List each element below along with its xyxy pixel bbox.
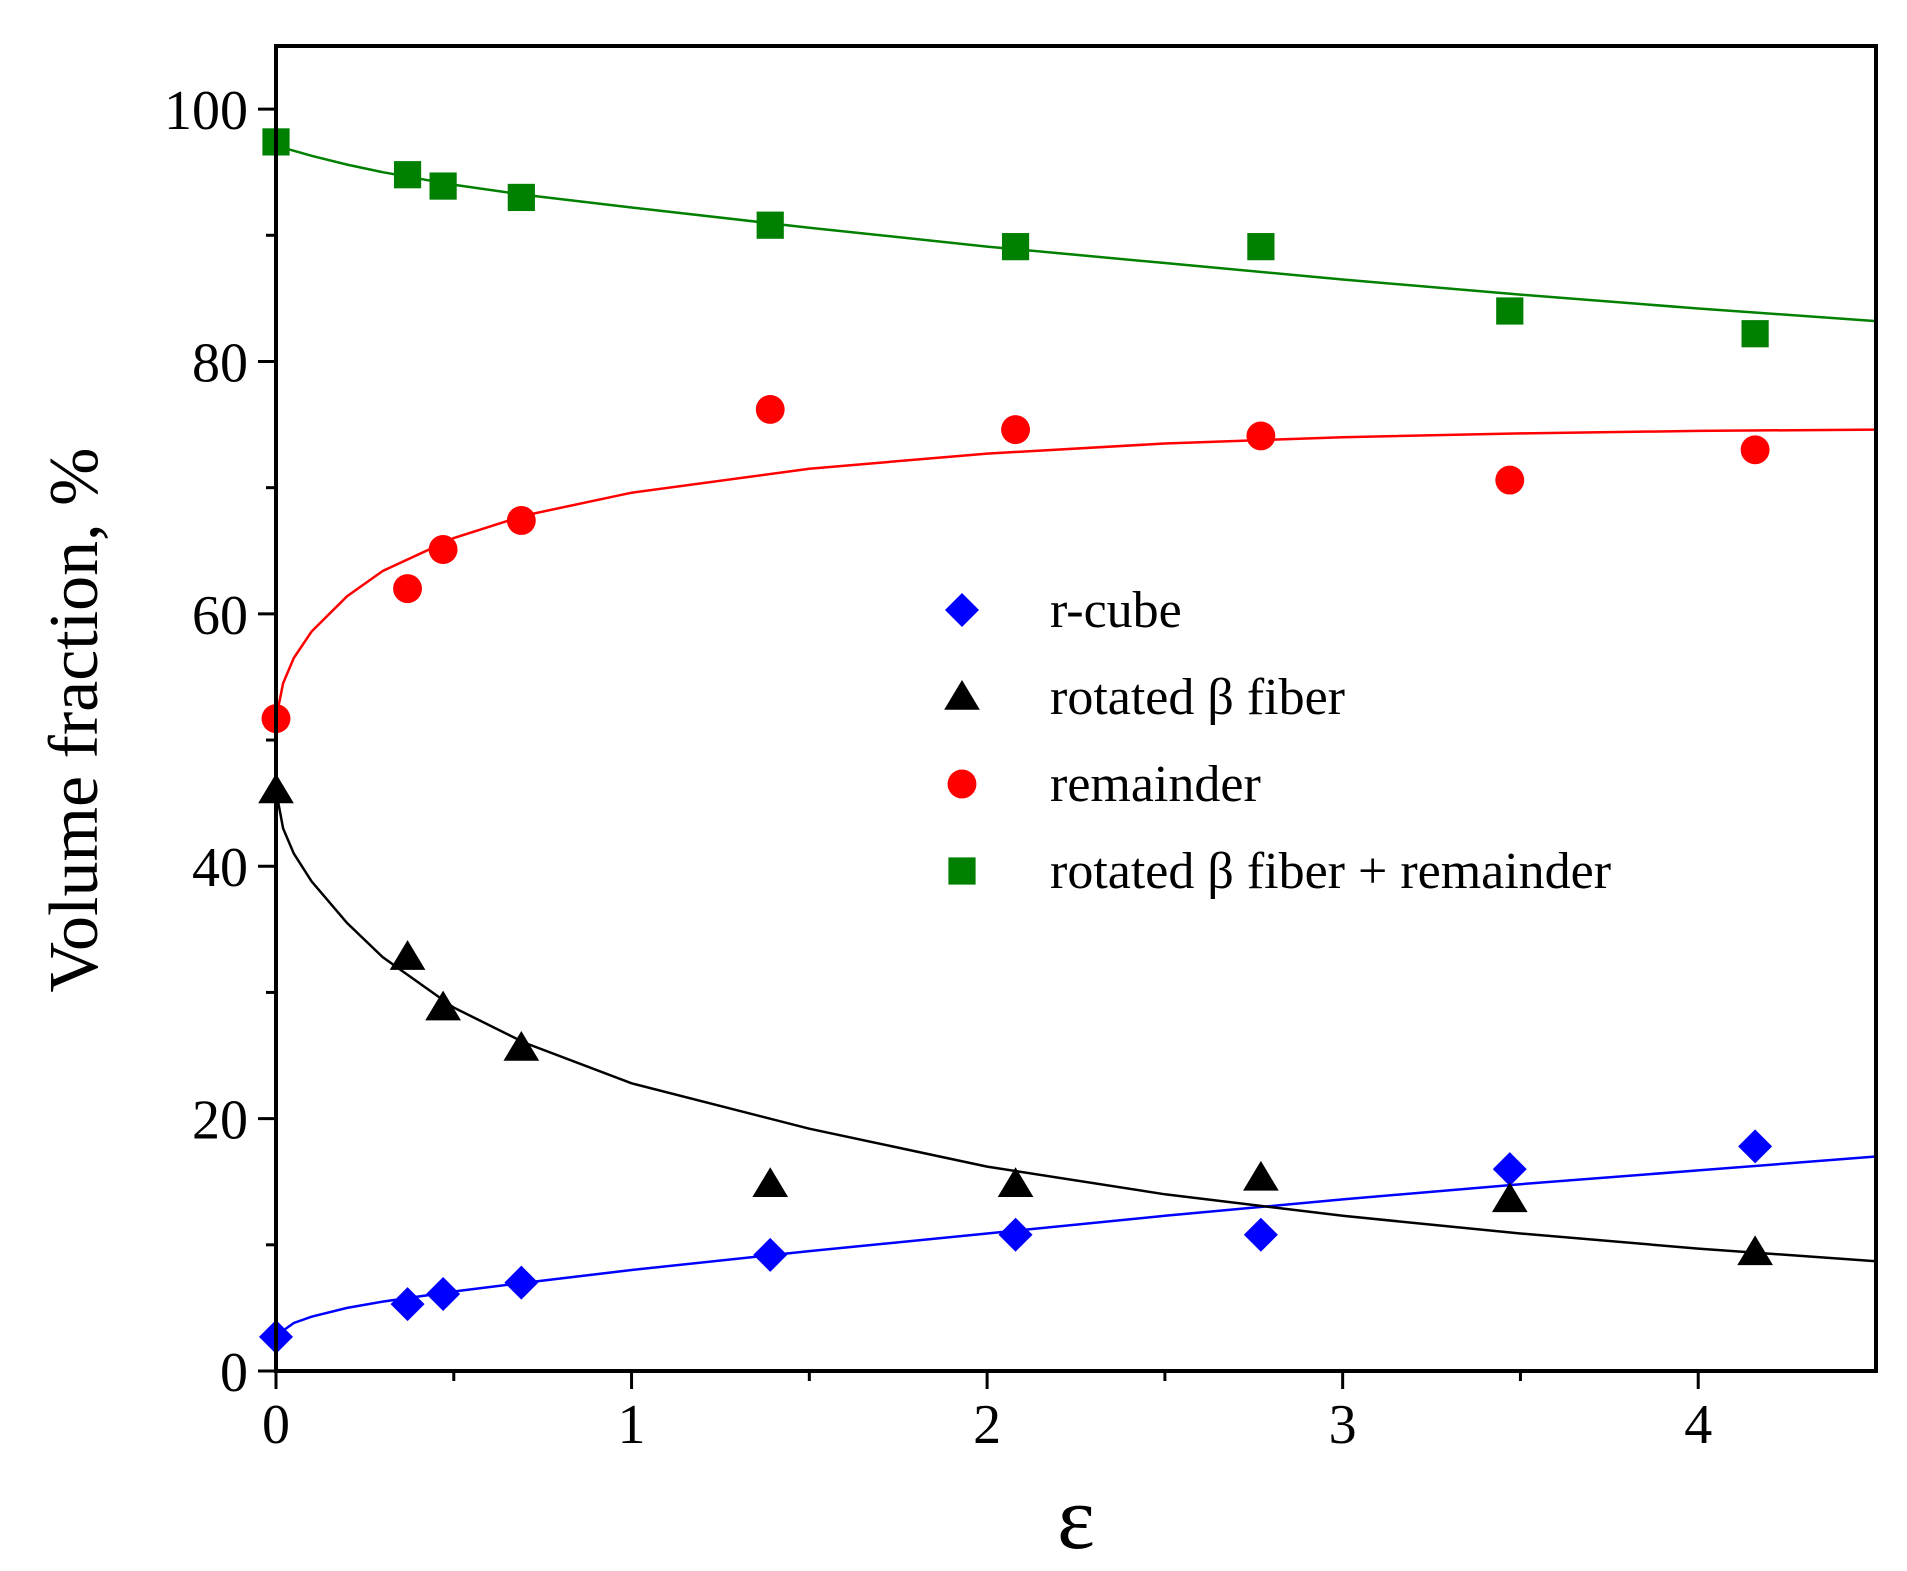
remainder-point [506, 506, 536, 535]
x-tick-label: 1 [618, 1394, 646, 1456]
y-tick-label: 0 [220, 1342, 248, 1404]
r-cube-point [753, 1237, 788, 1272]
rotated-beta-fiber-point [503, 1030, 540, 1061]
rotated-beta-fiber-point [752, 1167, 789, 1197]
rotated-beta-fiber-point [1491, 1182, 1528, 1213]
legend: r-cube rotated β fiber remainder rotated β … [944, 582, 1611, 900]
rotated-beta-fiber-plus-remainder-point [1247, 233, 1275, 261]
plot-frame [274, 44, 1878, 1373]
rotated-beta-fiber-legend-marker [944, 680, 980, 710]
remainder-fit-line [274, 428, 1877, 719]
rotated-beta-fiber-plus-remainder-point [1741, 320, 1769, 348]
axis-ticks [258, 107, 1700, 1389]
r-cube-point [1492, 1152, 1527, 1187]
rotated-beta-fiber-legend-label: rotated β fiber [1050, 669, 1345, 726]
remainder-point [755, 394, 785, 424]
x-axis-title: ε [1057, 1469, 1095, 1568]
r-cube-point [504, 1265, 539, 1300]
data-points [258, 128, 1773, 1354]
y-tick-label: 20 [192, 1090, 248, 1152]
remainder-point [393, 574, 423, 604]
r-cube-point [1738, 1129, 1773, 1164]
fit-lines [274, 144, 1877, 1337]
r-cube-point [390, 1287, 425, 1322]
rotated-beta-fiber-plus-remainder-point [507, 183, 535, 212]
remainder-point [1001, 415, 1031, 445]
rotated-beta-fiber-point [1737, 1235, 1773, 1266]
r-cube-point [998, 1217, 1033, 1252]
y-axis-title: Volume fraction, % [36, 448, 113, 993]
remainder-point [1740, 435, 1770, 465]
rotated-beta-fiber-point [997, 1167, 1034, 1197]
remainder-point [1246, 421, 1276, 451]
rotated-beta-fiber-point [389, 940, 426, 970]
rotated-beta-fiber-plus-remainder-point [756, 211, 784, 239]
rotated-beta-fiber-plus-remainder-legend-label: rotated β fiber + remainder [1050, 843, 1611, 900]
y-tick-label: 40 [192, 837, 248, 899]
r-cube-legend-marker [945, 593, 979, 627]
r-cube-legend-label: r-cube [1050, 582, 1182, 639]
rotated-beta-fiber-plus-remainder-legend-marker [948, 857, 976, 885]
rotated-beta-fiber-point [1243, 1160, 1279, 1191]
rotated-beta-fiber-plus-remainder-point [1001, 233, 1030, 261]
remainder-point [428, 535, 458, 564]
x-tick-label: 0 [262, 1394, 290, 1456]
rotated-beta-fiber-plus-remainder-point [393, 161, 422, 189]
rotated-beta-fiber-fit-line [274, 790, 1877, 1263]
r-cube-point [426, 1277, 461, 1312]
x-tick-label: 4 [1684, 1394, 1712, 1456]
x-tick-label: 2 [973, 1394, 1001, 1456]
rotated-beta-fiber-plus-remainder-point [1496, 297, 1524, 325]
rotated-beta-fiber-plus-remainder-fit-line [275, 144, 1877, 323]
x-tick-label: 3 [1329, 1394, 1357, 1456]
r-cube-point [1243, 1217, 1278, 1252]
remainder-point [1495, 465, 1525, 495]
remainder-legend-marker [947, 769, 977, 799]
rotated-beta-fiber-point [425, 990, 461, 1021]
remainder-legend-label: remainder [1050, 756, 1261, 813]
y-tick-label: 100 [164, 80, 248, 142]
y-tick-label: 60 [192, 585, 248, 647]
y-tick-label: 80 [192, 332, 248, 394]
rotated-beta-fiber-plus-remainder-point [429, 172, 457, 200]
r-cube-fit-line [275, 1155, 1877, 1337]
